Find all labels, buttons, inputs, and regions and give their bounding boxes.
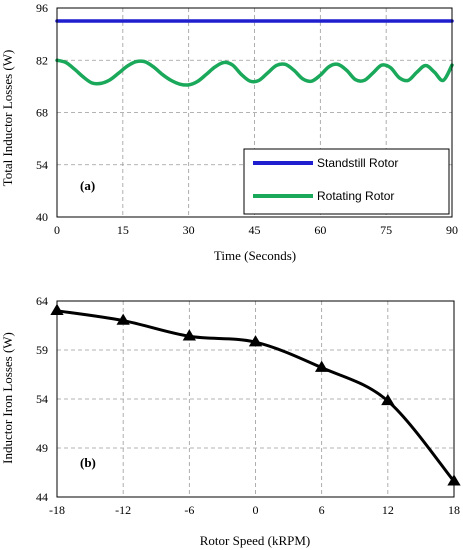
data-point-marker (182, 329, 196, 341)
x-tick-label: 45 (249, 223, 261, 237)
data-point-marker (116, 313, 130, 325)
y-tick-label: 40 (36, 210, 48, 224)
chart-b-x-axis-title: Rotor Speed (kRPM) (200, 533, 311, 548)
x-tick-label: 0 (253, 503, 259, 517)
chart-b: -18 -12 -6 0 6 12 18 44 49 54 59 64 (b) Rotor Spee… (0, 294, 461, 548)
legend-label-standstill: Standstill Rotor (317, 156, 398, 170)
chart-b-panel-label: (b) (80, 455, 96, 470)
y-tick-label: 49 (36, 441, 48, 455)
x-tick-label: 12 (382, 503, 394, 517)
series-line-2 (55, 58, 454, 87)
chart-b-x-tick-labels: -18 -12 -6 0 6 12 18 (49, 503, 460, 517)
x-tick-label: 30 (183, 223, 195, 237)
x-tick-label: -18 (49, 503, 65, 517)
chart-b-y-tick-labels: 44 49 54 59 64 (36, 294, 48, 504)
y-tick-label: 68 (36, 106, 48, 120)
y-tick-label: 64 (36, 294, 48, 308)
x-tick-label: 15 (117, 223, 129, 237)
x-tick-label: 6 (319, 503, 325, 517)
data-point-marker (381, 393, 395, 406)
y-tick-label: 54 (36, 158, 48, 172)
x-tick-label: -12 (115, 503, 131, 517)
chart-a-plot-frame (56, 7, 453, 218)
chart-b-y-axis-title: Inductor Iron Losses (W) (0, 332, 15, 464)
chart-b-grid (57, 301, 454, 497)
x-tick-label: 0 (54, 223, 60, 237)
chart-a-panel-label: (a) (80, 178, 95, 193)
x-tick-label: 18 (448, 503, 460, 517)
x-tick-label: 90 (446, 223, 458, 237)
chart-a-legend-box (243, 148, 450, 215)
chart-a-y-axis-title: Total Inductor Losses (W) (0, 50, 15, 187)
x-tick-label: 75 (380, 223, 392, 237)
chart-a-x-axis-title: Time (Seconds) (214, 248, 296, 263)
data-point-marker (315, 360, 329, 372)
y-tick-label: 96 (36, 1, 48, 15)
x-tick-label: -6 (184, 503, 194, 517)
y-tick-label: 54 (36, 392, 48, 406)
chart-a-series (55, 19, 454, 87)
y-tick-label: 59 (36, 343, 48, 357)
y-tick-label: 82 (36, 53, 48, 67)
y-tick-label: 44 (36, 490, 48, 504)
chart-a-x-tick-labels: 0 15 30 45 60 75 90 (54, 223, 458, 237)
x-tick-label: 60 (314, 223, 326, 237)
chart-a-y-tick-labels: 40 54 68 82 96 (36, 1, 48, 224)
legend-label-rotating: Rotating Rotor (317, 189, 394, 203)
chart-a: 0 15 30 45 60 75 90 40 54 68 82 96 (a) Time (Secon… (0, 1, 458, 263)
data-point-marker (248, 335, 263, 347)
chart-b-plot-frame (56, 300, 455, 498)
chart-a-legend: Standstill Rotor Rotating Rotor (243, 148, 450, 215)
